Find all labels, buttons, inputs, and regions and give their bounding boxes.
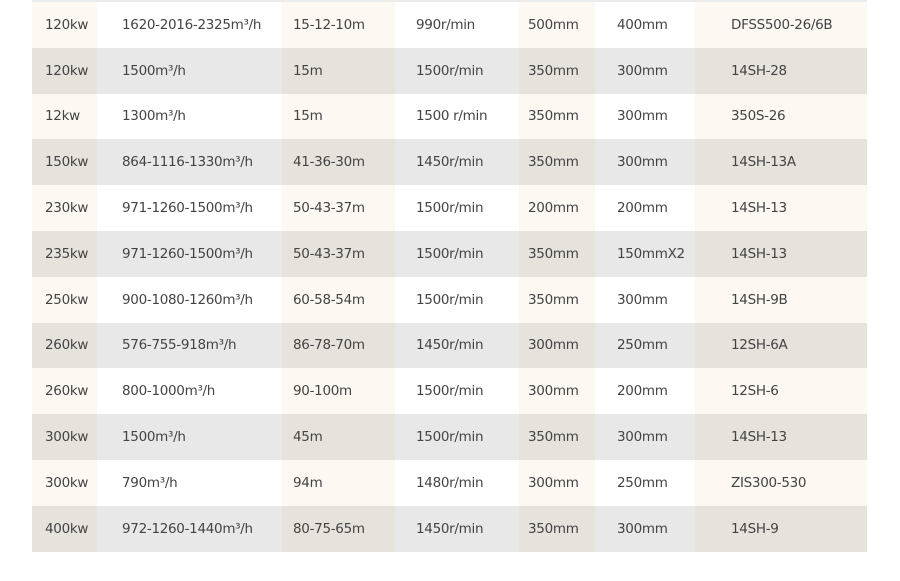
cell-outlet: 300mm [595, 505, 695, 552]
cell-head: 86-78-70m [282, 322, 395, 369]
cell-inlet: 350mm [519, 47, 595, 94]
table-row: 235kw 971-1260-1500m³/h 50-43-37m 1500r/min… [32, 230, 867, 277]
table-row: 300kw 1500m³/h 45m 1500r/min 350mm 300mm 14SH-… [32, 414, 867, 460]
cell-flow: 576-755-918m³/h [97, 322, 282, 369]
cell-speed: 1500r/min [395, 368, 519, 415]
table-row: 120kw 1500m³/h 15m 1500r/min 350mm 300mm 14SH-… [32, 47, 867, 94]
cell-model: 12SH-6 [695, 368, 867, 415]
cell-head: 94m [282, 459, 395, 506]
cell-head: 15-12-10m [282, 0, 395, 48]
cell-model: 14SH-13 [695, 230, 867, 277]
cell-power: 150kw [32, 139, 97, 186]
cell-outlet: 300mm [595, 414, 695, 460]
cell-flow: 971-1260-1500m³/h [97, 185, 282, 231]
table-row: 400kw 972-1260-1440m³/h 80-75-65m 1450r/min… [32, 505, 867, 552]
cell-model: DFSS500-26/6B [695, 0, 867, 48]
cell-model: 14SH-13A [695, 139, 867, 186]
cell-inlet: 350mm [519, 93, 595, 140]
cell-inlet: 300mm [519, 322, 595, 369]
cell-head: 15m [282, 47, 395, 94]
cell-outlet: 200mm [595, 185, 695, 231]
cell-speed: 990r/min [395, 0, 519, 48]
cell-power: 260kw [32, 368, 97, 415]
cell-outlet: 200mm [595, 368, 695, 415]
cell-power: 120kw [32, 0, 97, 48]
cell-head: 80-75-65m [282, 505, 395, 552]
cell-speed: 1500r/min [395, 276, 519, 323]
cell-model: 14SH-9B [695, 276, 867, 323]
cell-outlet: 300mm [595, 139, 695, 186]
table-row: 150kw 864-1116-1330m³/h 41-36-30m 1450r/min… [32, 139, 867, 186]
cell-power: 260kw [32, 322, 97, 369]
cell-head: 41-36-30m [282, 139, 395, 186]
table-row: 260kw 800-1000m³/h 90-100m 1500r/min 300mm 20… [32, 368, 867, 415]
cell-speed: 1450r/min [395, 505, 519, 552]
cell-flow: 1620-2016-2325m³/h [97, 0, 282, 48]
cell-power: 300kw [32, 414, 97, 460]
table-row: 12kw 1300m³/h 15m 1500 r/min 350mm 300mm 350S-… [32, 93, 867, 140]
cell-speed: 1500r/min [395, 230, 519, 277]
cell-flow: 864-1116-1330m³/h [97, 139, 282, 186]
cell-power: 400kw [32, 505, 97, 552]
cell-flow: 1300m³/h [97, 93, 282, 140]
cell-power: 12kw [32, 93, 97, 140]
cell-model: 350S-26 [695, 93, 867, 140]
table-row: 300kw 790m³/h 94m 1480r/min 300mm 250mm ZIS300… [32, 459, 867, 506]
cell-outlet: 300mm [595, 276, 695, 323]
cell-power: 235kw [32, 230, 97, 277]
cell-outlet: 400mm [595, 0, 695, 48]
cell-speed: 1450r/min [395, 322, 519, 369]
cell-model: 14SH-13 [695, 414, 867, 460]
cell-flow: 1500m³/h [97, 47, 282, 94]
table-row: 120kw 1620-2016-2325m³/h 15-12-10m 990r/min… [32, 0, 867, 48]
cell-model: 14SH-28 [695, 47, 867, 94]
cell-head: 50-43-37m [282, 230, 395, 277]
cell-power: 230kw [32, 185, 97, 231]
cell-model: 12SH-6A [695, 322, 867, 369]
cell-inlet: 350mm [519, 414, 595, 460]
cell-head: 50-43-37m [282, 185, 395, 231]
cell-outlet: 250mm [595, 459, 695, 506]
cell-speed: 1450r/min [395, 139, 519, 186]
cell-outlet: 150mmX2 [595, 230, 695, 277]
cell-power: 300kw [32, 459, 97, 506]
cell-inlet: 500mm [519, 0, 595, 48]
cell-flow: 790m³/h [97, 459, 282, 506]
cell-head: 15m [282, 93, 395, 140]
cell-inlet: 350mm [519, 276, 595, 323]
cell-model: 14SH-13 [695, 185, 867, 231]
pump-spec-table: 120kw 1620-2016-2325m³/h 15-12-10m 990r/min… [32, 0, 867, 552]
cell-head: 60-58-54m [282, 276, 395, 323]
cell-flow: 900-1080-1260m³/h [97, 276, 282, 323]
cell-inlet: 350mm [519, 139, 595, 186]
table-row: 230kw 971-1260-1500m³/h 50-43-37m 1500r/min… [32, 185, 867, 231]
cell-power: 120kw [32, 47, 97, 94]
table-row: 250kw 900-1080-1260m³/h 60-58-54m 1500r/min… [32, 276, 867, 323]
cell-speed: 1480r/min [395, 459, 519, 506]
cell-model: ZIS300-530 [695, 459, 867, 506]
cell-flow: 1500m³/h [97, 414, 282, 460]
cell-inlet: 300mm [519, 459, 595, 506]
cell-inlet: 200mm [519, 185, 595, 231]
cell-speed: 1500r/min [395, 47, 519, 94]
cell-head: 45m [282, 414, 395, 460]
cell-speed: 1500r/min [395, 185, 519, 231]
cell-inlet: 300mm [519, 368, 595, 415]
cell-speed: 1500r/min [395, 414, 519, 460]
cell-outlet: 300mm [595, 93, 695, 140]
cell-inlet: 350mm [519, 505, 595, 552]
cell-outlet: 250mm [595, 322, 695, 369]
cell-flow: 972-1260-1440m³/h [97, 505, 282, 552]
cell-speed: 1500 r/min [395, 93, 519, 140]
cell-flow: 800-1000m³/h [97, 368, 282, 415]
cell-inlet: 350mm [519, 230, 595, 277]
cell-power: 250kw [32, 276, 97, 323]
cell-model: 14SH-9 [695, 505, 867, 552]
table-row: 260kw 576-755-918m³/h 86-78-70m 1450r/min 30… [32, 322, 867, 369]
cell-head: 90-100m [282, 368, 395, 415]
cell-flow: 971-1260-1500m³/h [97, 230, 282, 277]
cell-outlet: 300mm [595, 47, 695, 94]
